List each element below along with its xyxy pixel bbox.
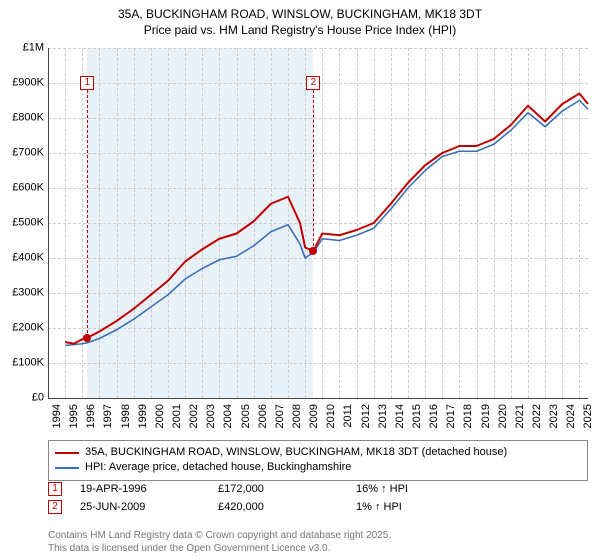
title-line-2: Price paid vs. HM Land Registry's House … [0,22,600,38]
x-tick-label: 2014 [395,404,406,428]
annotation-price: £420,000 [218,501,338,513]
y-tick-label: £900K [0,78,44,89]
annotations: 1 19-APR-1996 £172,000 16% ↑ HPI 2 25-JU… [48,482,588,518]
x-tick-label: 2020 [498,404,509,428]
marker-dropline [313,90,314,251]
y-tick-label: £400K [0,253,44,264]
footer-line-1: Contains HM Land Registry data © Crown c… [48,530,588,543]
x-tick-label: 2021 [515,404,526,428]
x-tick-label: 2025 [583,404,594,428]
x-tick-label: 1999 [138,404,149,428]
chart-container: 35A, BUCKINGHAM ROAD, WINSLOW, BUCKINGHA… [0,0,600,560]
marker-box: 1 [80,76,94,90]
x-tick-label: 1995 [69,404,80,428]
footer-line-2: This data is licensed under the Open Gov… [48,543,588,556]
title-line-1: 35A, BUCKINGHAM ROAD, WINSLOW, BUCKINGHA… [0,6,600,22]
legend-swatch [55,452,79,454]
x-tick-label: 2016 [429,404,440,428]
annotation-marker-box: 1 [48,482,62,496]
series-line [65,101,588,346]
x-tick-label: 1997 [103,404,114,428]
x-tick-label: 2004 [223,404,234,428]
y-tick-label: £100K [0,358,44,369]
y-tick-label: £300K [0,288,44,299]
x-tick-label: 2000 [155,404,166,428]
annotation-delta: 1% ↑ HPI [356,501,476,513]
annotation-row: 1 19-APR-1996 £172,000 16% ↑ HPI [48,482,588,496]
annotation-date: 19-APR-1996 [80,483,200,495]
marker-dot [309,247,317,255]
x-tick-label: 2007 [275,404,286,428]
legend-label: HPI: Average price, detached house, Buck… [85,460,351,475]
x-tick-label: 2009 [309,404,320,428]
annotation-date: 25-JUN-2009 [80,501,200,513]
footer: Contains HM Land Registry data © Crown c… [48,530,588,555]
x-tick-label: 2024 [566,404,577,428]
x-tick-label: 2023 [549,404,560,428]
y-tick-label: £1M [0,43,44,54]
marker-dropline [87,90,88,338]
x-tick-label: 2005 [241,404,252,428]
y-tick-label: £0 [0,393,44,404]
annotation-row: 2 25-JUN-2009 £420,000 1% ↑ HPI [48,500,588,514]
legend-row: 35A, BUCKINGHAM ROAD, WINSLOW, BUCKINGHA… [55,445,581,460]
x-tick-label: 1996 [86,404,97,428]
x-tick-label: 2010 [326,404,337,428]
x-tick-label: 2018 [463,404,474,428]
marker-box: 2 [306,76,320,90]
x-tick-label: 2011 [343,404,354,428]
x-tick-label: 2015 [412,404,423,428]
legend: 35A, BUCKINGHAM ROAD, WINSLOW, BUCKINGHA… [48,440,588,481]
x-tick-label: 1998 [121,404,132,428]
x-tick-label: 1994 [52,404,63,428]
x-tick-label: 2022 [532,404,543,428]
x-tick-label: 2001 [172,404,183,428]
y-tick-label: £600K [0,183,44,194]
x-tick-label: 2017 [446,404,457,428]
x-tick-label: 2006 [258,404,269,428]
annotation-marker-box: 2 [48,500,62,514]
y-tick-label: £500K [0,218,44,229]
chart-lines [48,48,588,398]
legend-swatch [55,467,79,469]
y-tick-label: £800K [0,113,44,124]
marker-dot [83,334,91,342]
y-axis-line [48,48,49,398]
legend-row: HPI: Average price, detached house, Buck… [55,460,581,475]
y-tick-label: £200K [0,323,44,334]
x-tick-label: 2008 [292,404,303,428]
x-tick-label: 2012 [361,404,372,428]
x-tick-label: 2002 [189,404,200,428]
x-tick-label: 2013 [378,404,389,428]
y-tick-label: £700K [0,148,44,159]
annotation-delta: 16% ↑ HPI [356,483,476,495]
legend-label: 35A, BUCKINGHAM ROAD, WINSLOW, BUCKINGHA… [85,445,507,460]
chart-title: 35A, BUCKINGHAM ROAD, WINSLOW, BUCKINGHA… [0,0,600,38]
x-axis-line [48,398,588,399]
plot-area: 12 [48,48,588,398]
x-tick-label: 2019 [481,404,492,428]
x-tick-label: 2003 [206,404,217,428]
annotation-price: £172,000 [218,483,338,495]
